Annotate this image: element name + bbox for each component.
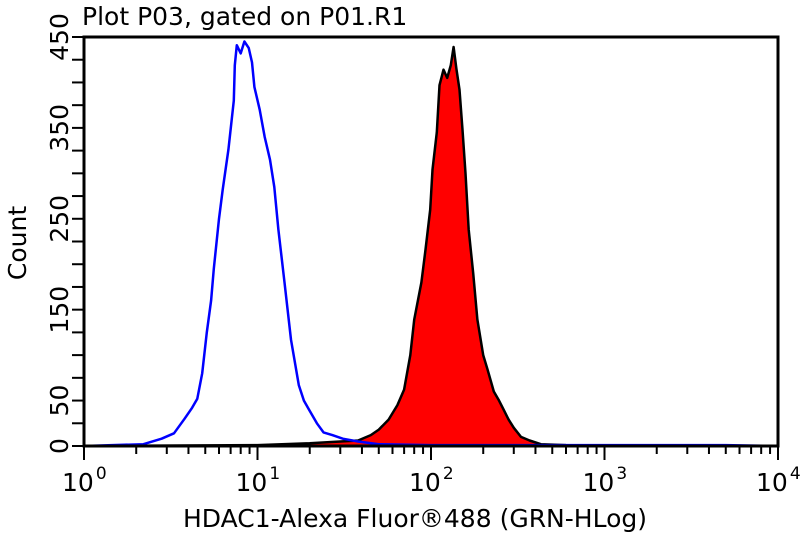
chart-title: Plot P03, gated on P01.R1 — [82, 2, 408, 31]
y-tick-label: 250 — [45, 195, 74, 243]
y-tick-label: 350 — [45, 104, 74, 152]
x-tick-label: 10 2 — [409, 464, 454, 497]
y-tick-label: 0 — [45, 438, 74, 454]
x-axis-ticks: 10 0 10 1 10 2 10 3 10 4 — [62, 446, 800, 497]
x-tick-label: 10 3 — [583, 464, 628, 497]
x-axis-label: HDAC1-Alexa Fluor®488 (GRN-HLog) — [183, 504, 647, 533]
y-axis-ticks: 0 50 150 250 350 450 — [45, 13, 84, 454]
series-layer — [82, 40, 780, 448]
x-tick-label: 10 0 — [62, 464, 107, 497]
x-tick-label: 10 4 — [756, 464, 800, 497]
y-tick-label: 150 — [45, 286, 74, 334]
y-tick-label: 450 — [45, 13, 74, 61]
y-tick-label: 50 — [45, 385, 74, 417]
sample-histogram-area — [82, 45, 780, 448]
x-tick-label: 10 1 — [236, 464, 281, 497]
control-histogram-line — [83, 40, 779, 448]
